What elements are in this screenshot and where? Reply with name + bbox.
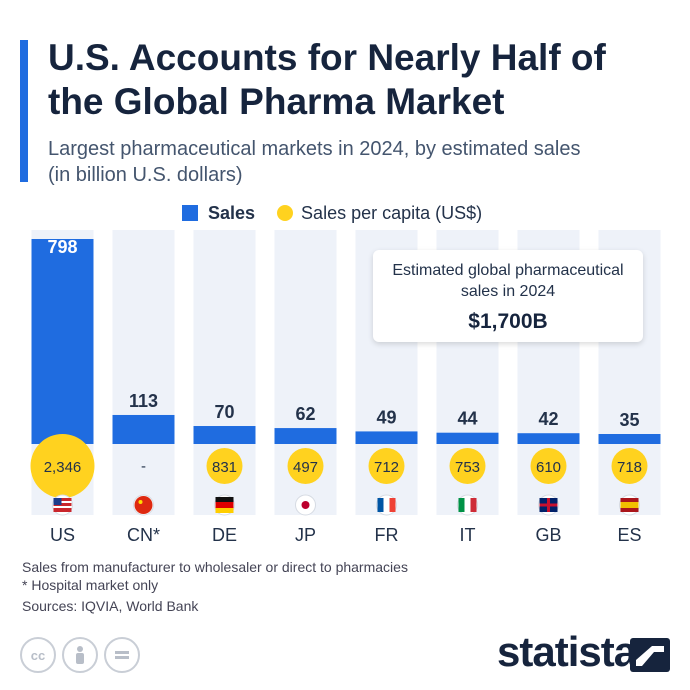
chart-subtitle: Largest pharmaceutical markets in 2024, … bbox=[48, 138, 581, 186]
legend-per-capita-label: Sales per capita (US$) bbox=[301, 202, 483, 223]
statista-logo[interactable]: statista bbox=[497, 628, 637, 675]
category-label: ES bbox=[617, 525, 641, 545]
category-label: GB bbox=[535, 525, 561, 545]
legend-sales-swatch bbox=[182, 205, 198, 221]
no-derivatives-icon[interactable] bbox=[104, 637, 140, 673]
bar-value-label: 35 bbox=[619, 410, 639, 430]
bar-value-label: 62 bbox=[295, 404, 315, 424]
title-accent-bar bbox=[20, 40, 28, 182]
category-label: US bbox=[50, 525, 75, 545]
background-column bbox=[112, 230, 175, 515]
bar-value-label: 70 bbox=[214, 402, 234, 422]
bar-jp bbox=[274, 428, 337, 444]
attribution-icon[interactable] bbox=[62, 637, 98, 673]
bar-de bbox=[193, 426, 256, 444]
per-capita-circle bbox=[30, 434, 95, 498]
callout-value: $1,700B bbox=[468, 310, 548, 333]
bar-us bbox=[31, 239, 94, 444]
per-capita-circle bbox=[368, 448, 405, 484]
category-label: JP bbox=[295, 525, 316, 545]
footnote-hospital: * Hospital market only bbox=[22, 577, 159, 593]
bar-gb bbox=[517, 433, 580, 444]
per-capita-circle bbox=[206, 448, 243, 484]
sources-note: Sources: IQVIA, World Bank bbox=[22, 598, 199, 614]
chart-title: U.S. Accounts for Nearly Half of the Glo… bbox=[48, 37, 606, 122]
statista-logo-mark-icon bbox=[630, 638, 670, 672]
legend-per-capita-swatch bbox=[277, 205, 294, 221]
bar-es bbox=[598, 434, 661, 444]
per-capita-circle bbox=[530, 448, 567, 484]
per-capita-circle bbox=[449, 448, 486, 484]
cc-icon[interactable]: cc bbox=[20, 637, 56, 673]
per-capita-label: 718 bbox=[617, 459, 642, 476]
per-capita-label: 497 bbox=[293, 459, 318, 476]
bar-fr bbox=[355, 431, 418, 444]
per-capita-label: 2,346 bbox=[44, 459, 82, 476]
bar-value-label: 113 bbox=[129, 391, 158, 411]
callout-label: Estimated global pharmaceutical sales in… bbox=[392, 262, 624, 300]
bar-value-label: 49 bbox=[376, 407, 396, 427]
legend: Sales Sales per capita (US$) bbox=[182, 200, 482, 226]
per-capita-circle bbox=[611, 448, 648, 484]
legend-sales-label: Sales bbox=[208, 202, 256, 223]
category-label: FR bbox=[375, 525, 399, 545]
per-capita-circle bbox=[287, 448, 324, 484]
per-capita-label: 831 bbox=[212, 459, 237, 476]
category-label: CN* bbox=[127, 525, 160, 545]
flag-details bbox=[53, 496, 639, 514]
bar-cn bbox=[112, 414, 175, 444]
per-capita-label: 753 bbox=[455, 459, 480, 476]
per-capita-label: 712 bbox=[374, 459, 399, 476]
category-label: IT bbox=[460, 525, 476, 545]
per-capita-label: - bbox=[141, 458, 146, 475]
footnote-sales-definition: Sales from manufacturer to wholesaler or… bbox=[22, 559, 408, 575]
bar-value-label: 44 bbox=[457, 409, 477, 429]
global-sales-callout: Estimated global pharmaceutical sales in… bbox=[373, 250, 643, 342]
bar-it bbox=[436, 432, 499, 444]
bar-value-label: 798 bbox=[47, 237, 77, 257]
bar-value-label: 42 bbox=[538, 409, 558, 429]
per-capita-label: 610 bbox=[536, 459, 561, 476]
category-label: DE bbox=[212, 525, 237, 545]
